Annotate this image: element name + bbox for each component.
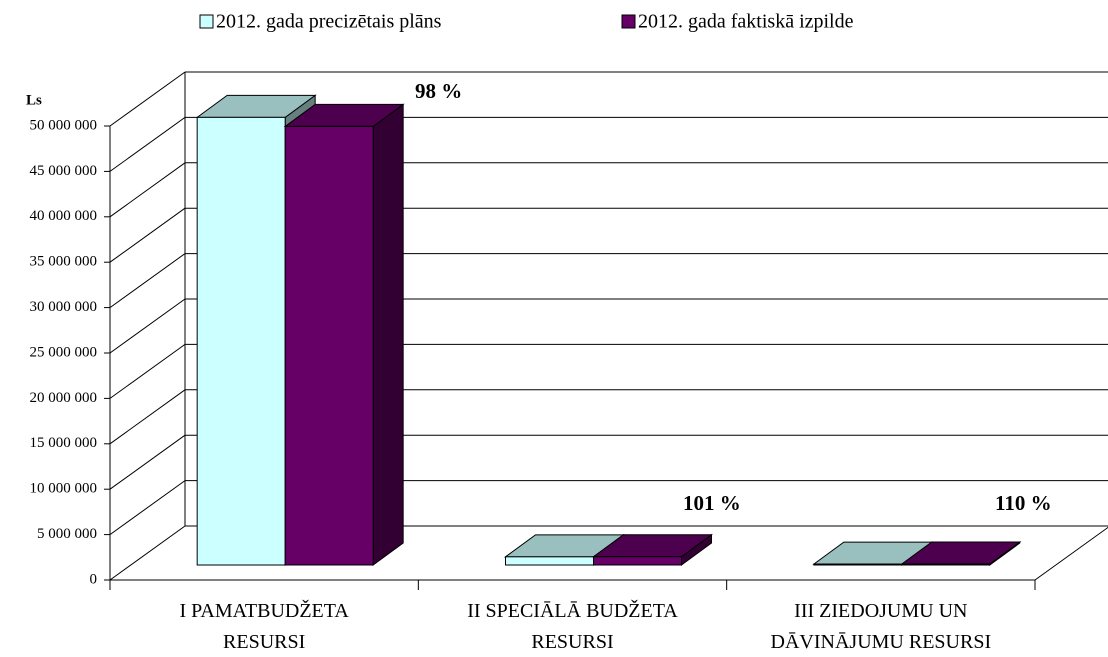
grid-line bbox=[109, 343, 186, 399]
grid-line bbox=[109, 525, 186, 581]
legend-swatch bbox=[621, 14, 636, 29]
bar-side bbox=[372, 103, 404, 566]
y-tick-label: 50 000 000 bbox=[30, 117, 98, 133]
grid-line bbox=[109, 162, 186, 218]
grid-line bbox=[109, 389, 186, 445]
y-tick-label: 40 000 000 bbox=[30, 208, 98, 224]
floor-right bbox=[1034, 526, 1108, 581]
legend-swatch bbox=[199, 14, 214, 29]
grid-line bbox=[109, 480, 186, 536]
bar bbox=[505, 556, 594, 566]
y-tick-label: 25 000 000 bbox=[30, 344, 98, 360]
annotation: 98 % bbox=[415, 79, 462, 103]
grid-line bbox=[109, 116, 186, 172]
grid-line bbox=[109, 253, 186, 309]
bar bbox=[284, 125, 374, 566]
legend-label: 2012. gada faktiskā izpilde bbox=[638, 11, 854, 33]
bar bbox=[813, 563, 903, 566]
x-tick-label: III ZIEDOJUMU UN DĀVINĀJUMU RESURSI bbox=[770, 600, 992, 653]
annotation: 110 % bbox=[995, 491, 1052, 515]
annotation: 101 % bbox=[683, 491, 741, 515]
y-tick-label: 20 000 000 bbox=[30, 390, 98, 406]
y-tick-label: 5 000 000 bbox=[37, 526, 97, 542]
y-tick-label: 0 bbox=[90, 571, 98, 587]
bar bbox=[901, 563, 991, 566]
grid-line bbox=[109, 434, 186, 490]
y-tick-label: 10 000 000 bbox=[30, 481, 98, 497]
y-tick-label: 45 000 000 bbox=[30, 163, 98, 179]
y-tick-label: 15 000 000 bbox=[30, 435, 98, 451]
y-axis-label: Ls bbox=[26, 92, 42, 108]
x-tick-label: II SPECIĀLĀ BUDŽETA RESURSI bbox=[467, 600, 678, 653]
grid-line bbox=[109, 71, 186, 127]
legend-label: 2012. gada precizētais plāns bbox=[216, 11, 442, 33]
grid-line bbox=[109, 207, 186, 263]
bar bbox=[196, 116, 286, 566]
bar bbox=[593, 556, 682, 566]
x-tick-label: I PAMATBUDŽETA RESURSI bbox=[179, 600, 349, 653]
y-tick-label: 35 000 000 bbox=[30, 254, 98, 270]
y-tick-label: 30 000 000 bbox=[30, 299, 98, 315]
grid-line bbox=[109, 298, 186, 354]
